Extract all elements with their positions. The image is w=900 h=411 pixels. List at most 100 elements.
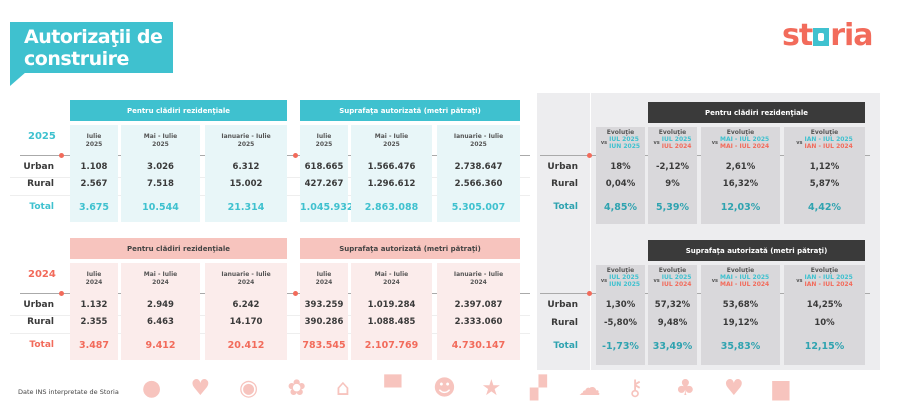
- vs-label: vs: [653, 139, 660, 146]
- column-header: Mai - Iulie 2024: [121, 271, 200, 287]
- marker-dot: [59, 291, 64, 296]
- evolution-label: Evoluţie: [658, 267, 687, 274]
- column-header-line: Mai - Iulie: [374, 271, 409, 278]
- cell-value: 4.730.147: [451, 340, 506, 351]
- page-title: Autorizaţii de construire: [24, 25, 163, 70]
- cell-value: 5,87%: [809, 179, 840, 189]
- evolution-column: Evoluţie vs MAI - IUL 2025 MAI - IUL 2024 2,…: [701, 127, 780, 224]
- cell-value: 6.242: [232, 300, 260, 310]
- column-header: Mai - Iulie 2025: [121, 133, 200, 149]
- column-header-line: Mai - Iulie: [143, 133, 178, 140]
- cell-value: 1.108: [80, 162, 108, 172]
- cell-value: 3.675: [78, 202, 110, 213]
- comparison: vs IAN - IUL 2025 IAN - IUL 2024: [784, 136, 865, 150]
- evolution-label: Evoluţie: [810, 267, 839, 274]
- evolution-header-cell: Evoluţie vs MAI - IUL 2025 MAI - IUL 2024: [701, 129, 780, 150]
- cell-value: 5.305.007: [451, 202, 506, 213]
- column-header: Ianuarie - Iulie 2024: [437, 271, 520, 287]
- cell-value: 57,32%: [654, 300, 691, 310]
- cell-value: 2.863.088: [364, 202, 419, 213]
- evolution-label: Evoluţie: [658, 129, 687, 136]
- row-label-total: Total: [29, 340, 54, 350]
- key-icon: ⚷: [627, 376, 644, 401]
- row-label-rural: Rural: [551, 318, 578, 328]
- year-label: 2024: [28, 269, 56, 280]
- evolution-header-cell: Evoluţie vs MAI - IUL 2025 MAI - IUL 2024: [701, 267, 780, 288]
- row-label-rural: Rural: [551, 179, 578, 189]
- cell-value: 393.259: [304, 300, 344, 310]
- column-header: Ianuarie - Iulie 2025: [205, 133, 287, 149]
- cell-value: 0,04%: [605, 179, 636, 189]
- cell-value: 10%: [814, 318, 835, 328]
- cell-value: 2.567: [80, 179, 108, 189]
- source-note: Date INS interpretate de Storia: [18, 388, 119, 396]
- speech-bubble-icon: ▀: [384, 376, 402, 401]
- eye-icon: ◉: [239, 376, 259, 401]
- cloud-icon: ☁: [578, 376, 601, 401]
- comparison: vs IUL 2025 IUL 2024: [648, 274, 697, 288]
- row-label-total: Total: [553, 341, 578, 351]
- column-header: Iulie 2024: [70, 271, 118, 287]
- column-header-line: 2024: [85, 279, 103, 286]
- cell-value: 2.397.087: [454, 300, 503, 310]
- evolution-column: Evoluţie vs IAN - IUL 2025 IAN - IUL 2024 14…: [784, 265, 865, 365]
- cell-value: 390.286: [304, 317, 344, 327]
- row-label-urban: Urban: [23, 300, 54, 310]
- data-column: Mai - Iulie 2024 2.949 6.463 9.412: [121, 263, 200, 360]
- marker-dot: [587, 291, 592, 296]
- comparison: vs MAI - IUL 2025 MAI - IUL 2024: [701, 274, 780, 288]
- column-header-line: 2025: [237, 141, 255, 148]
- evolution-header-cell: Evoluţie vs IUL 2025 IUN 2025: [596, 267, 645, 288]
- column-header-line: 2025: [315, 141, 333, 148]
- comparison: vs MAI - IUL 2025 MAI - IUL 2024: [701, 136, 780, 150]
- column-header-line: 2024: [152, 279, 169, 286]
- column-header-line: 2025: [85, 141, 103, 148]
- column-header: Iulie 2025: [70, 133, 118, 149]
- evolution-header-cell: Evoluţie vs IUL 2025 IUL 2024: [648, 129, 697, 150]
- data-column: Mai - Iulie 2024 1.019.284 1.088.485 2.107.7…: [351, 263, 432, 360]
- vs-label: vs: [600, 277, 608, 284]
- periods: IUL 2025 IUN 2025: [609, 136, 640, 150]
- cell-value: 1.296.612: [367, 179, 416, 189]
- row-label-urban: Urban: [547, 300, 578, 310]
- cell-value: 15.002: [229, 179, 263, 189]
- comparison: vs IUL 2025 IUN 2025: [596, 136, 645, 150]
- data-column: Iulie 2024 1.132 2.355 3.487: [70, 263, 118, 360]
- periods: IUL 2025 IUN 2025: [609, 274, 640, 288]
- cell-value: 9,48%: [657, 318, 688, 328]
- period-a: MAI - IUL 2025: [720, 274, 770, 281]
- period-a: IUL 2025: [609, 274, 639, 281]
- period-b: IUL 2024: [661, 281, 692, 288]
- data-column: Iulie 2025 618.665 427.267 1.045.932: [300, 125, 354, 222]
- vs-label: vs: [796, 139, 803, 146]
- cell-value: 427.267: [304, 179, 344, 189]
- column-header-line: 2024: [237, 279, 255, 286]
- cell-value: -5,80%: [603, 318, 638, 328]
- column-header: Ianuarie - Iulie 2024: [205, 271, 287, 287]
- cell-value: 9%: [665, 179, 680, 189]
- evolution-header-cell: Evoluţie vs IUL 2025 IUN 2025: [596, 129, 645, 150]
- star-icon: ★: [481, 376, 502, 401]
- evolution-header-cell: Evoluţie vs IAN - IUL 2025 IAN - IUL 2024: [784, 267, 865, 288]
- column-header-line: 2024: [315, 279, 333, 286]
- periods: MAI - IUL 2025 MAI - IUL 2024: [720, 136, 769, 150]
- cell-value: 20.412: [227, 340, 265, 351]
- cell-value: 35,83%: [720, 341, 761, 352]
- heart-icon: ♥: [190, 376, 211, 401]
- column-header: Mai - Iulie 2024: [351, 271, 432, 287]
- vs-label: vs: [653, 277, 660, 284]
- evolution-header-cell: Evoluţie vs IAN - IUL 2025 IAN - IUL 2024: [784, 129, 865, 150]
- cell-value: 783.545: [302, 340, 346, 351]
- column-header-line: 2024: [470, 279, 487, 286]
- vs-label: vs: [796, 277, 803, 284]
- data-column: Ianuarie - Iulie 2024 6.242 14.170 20.412: [205, 263, 287, 360]
- marker-dot: [59, 153, 64, 158]
- storia-logo: st ria: [782, 18, 874, 53]
- cell-value: 1.088.485: [367, 317, 416, 327]
- marker-dot: [293, 153, 298, 158]
- evolution-column: Evoluţie vs IAN - IUL 2025 IAN - IUL 2024 1,…: [784, 127, 865, 224]
- data-column: Mai - Iulie 2025 3.026 7.518 10.544: [121, 125, 200, 222]
- cell-value: 1.132: [80, 300, 108, 310]
- row-label-urban: Urban: [547, 162, 578, 172]
- cell-value: -1,73%: [602, 341, 639, 352]
